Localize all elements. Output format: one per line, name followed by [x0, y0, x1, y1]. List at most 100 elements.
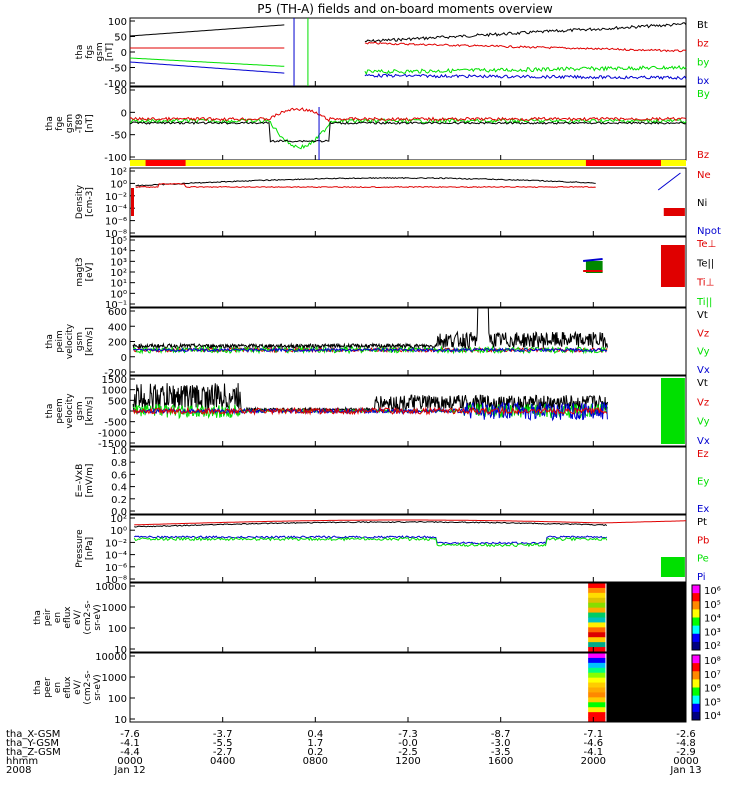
y-tick-label: 0.6 — [111, 470, 127, 481]
ephemeris-value: 0.4 — [307, 729, 323, 740]
time-tick-label: 1600 — [488, 756, 513, 767]
colorbar-tick-label: 10⁵ — [704, 697, 721, 708]
y-tick-label: -50 — [111, 131, 127, 142]
spectrum-fill-block — [606, 653, 686, 722]
colorbar-segment — [692, 711, 700, 721]
time-tick-label: 2000 — [581, 756, 606, 767]
y-axis-label: eflux — [63, 676, 73, 699]
y-axis-label: en — [53, 612, 63, 623]
spectrum-band — [588, 677, 606, 684]
colorbar-tick-label: 10² — [704, 641, 721, 652]
y-axis-label: tha — [45, 404, 55, 419]
y-tick-label: -100 — [104, 153, 127, 164]
flag-survey — [130, 160, 686, 166]
panel-fgs: 100 50 0 -50 -100 tha fgs gsm [nT] Bt bz by bx — [75, 17, 709, 90]
y-axis-label: peim — [55, 330, 65, 353]
y-axis-label: [cm-3] — [85, 187, 95, 217]
y-tick-label: 400 — [108, 322, 127, 333]
y-tick-label: 10² — [110, 167, 127, 178]
y-axis-label: Density — [75, 184, 85, 219]
colorbar-tick-label: 10⁵ — [704, 600, 721, 611]
spectrum-band — [588, 602, 606, 609]
y-axis-label: fgs — [85, 45, 95, 59]
y-axis-label: tha — [33, 610, 43, 625]
y-axis-label: [nT] — [85, 114, 95, 132]
y-axis-label: gsm — [95, 42, 105, 61]
ephemeris-value: -7.3 — [398, 729, 418, 740]
trace-pe — [133, 536, 608, 548]
y-tick-label: 10⁰ — [110, 179, 127, 190]
ephemeris-value: -3.7 — [213, 729, 233, 740]
colorbar-segment — [692, 641, 700, 651]
colorbar-segment — [692, 593, 700, 602]
colorbar-segment — [692, 601, 700, 610]
y-tick-label: 10⁻⁶ — [105, 563, 127, 574]
y-axis-label: peir — [43, 608, 53, 626]
date-start-label: Jan 12 — [113, 765, 145, 776]
y-tick-label: 0 — [121, 407, 127, 418]
date-end-label: Jan 13 — [669, 765, 701, 776]
ephemeris-value: -4.4 — [120, 747, 140, 758]
ephemeris-value: -5.5 — [213, 738, 233, 749]
y-axis-label: (cm2-s- — [83, 670, 93, 704]
y-tick-label: 1.0 — [111, 446, 127, 457]
ephemeris-row-label: tha_X-GSM — [6, 729, 60, 740]
y-axis-label: Pressure — [75, 529, 85, 568]
y-tick-label: 1000 — [102, 386, 127, 397]
legend-label: Vx — [697, 365, 710, 376]
y-axis-label: gsm — [65, 114, 75, 133]
y-tick-label: 10⁻⁴ — [105, 551, 127, 562]
y-tick-label: 10 — [114, 715, 127, 726]
spectrum-band — [588, 692, 606, 698]
y-tick-label: 0.2 — [111, 495, 127, 506]
y-axis-label: -T89 — [75, 114, 85, 134]
time-tick-label: 0000 — [673, 756, 698, 767]
y-tick-label: 50 — [114, 33, 127, 44]
colorbar-tick-label: 10⁷ — [704, 670, 721, 681]
flag-burst — [145, 160, 186, 166]
ephemeris-value: -4.6 — [584, 738, 604, 749]
panel-efield: 1.00.80.6 0.40.20.0 E=-VxB [mV/m] Ez Ey Ex — [75, 446, 709, 518]
spectrum-band — [588, 707, 606, 713]
colorbar-segment — [692, 625, 700, 635]
colorbar-segment — [692, 633, 700, 643]
ephemeris-row-label: tha_Z-GSM — [6, 747, 61, 758]
y-axis-label: tha — [33, 680, 43, 695]
y-tick-label: 500 — [108, 396, 127, 407]
legend-label: Vt — [697, 310, 708, 321]
ephemeris-value: -4.1 — [120, 738, 140, 749]
y-tick-label: 1000 — [102, 603, 127, 614]
y-tick-label: 10⁴ — [110, 247, 127, 258]
spectrum-band — [588, 617, 606, 623]
y-tick-label: 10³ — [110, 257, 127, 268]
legend-label: Vy — [697, 347, 710, 358]
y-axis-label: eV/ — [73, 609, 83, 625]
legend-label: Bz — [697, 150, 709, 161]
colorbar-tick-label: 10⁴ — [704, 711, 721, 722]
legend-label: Bt — [697, 20, 708, 31]
y-tick-label: 10² — [110, 268, 127, 279]
legend-label: Pt — [697, 517, 707, 528]
y-tick-label: 0 — [121, 108, 127, 119]
y-tick-label: -100 — [104, 79, 127, 90]
ephemeris-value: -0.0 — [398, 738, 418, 749]
spectrum-band — [588, 637, 606, 643]
mode-flag-bar — [130, 160, 686, 166]
y-axis-label: [nT] — [105, 43, 115, 61]
colorbar-tick-label: 10⁸ — [704, 656, 721, 667]
y-axis-label: sr-eV) — [93, 604, 103, 630]
time-unit-label: hhmm — [6, 756, 38, 767]
ephemeris-value: -2.6 — [676, 729, 696, 740]
y-tick-label: 10⁵ — [110, 236, 127, 247]
y-axis-label: velocity — [65, 323, 75, 359]
trace-npot — [657, 172, 681, 191]
ephemeris-value: -4.8 — [676, 738, 696, 749]
ephemeris-row-label: tha_Y-GSM — [6, 738, 59, 749]
y-tick-label: 10⁻⁴ — [105, 204, 127, 215]
time-tick-label: 1200 — [395, 756, 420, 767]
legend-label: Npot — [697, 226, 721, 237]
colorbar-tick-label: 10⁶ — [704, 586, 721, 597]
